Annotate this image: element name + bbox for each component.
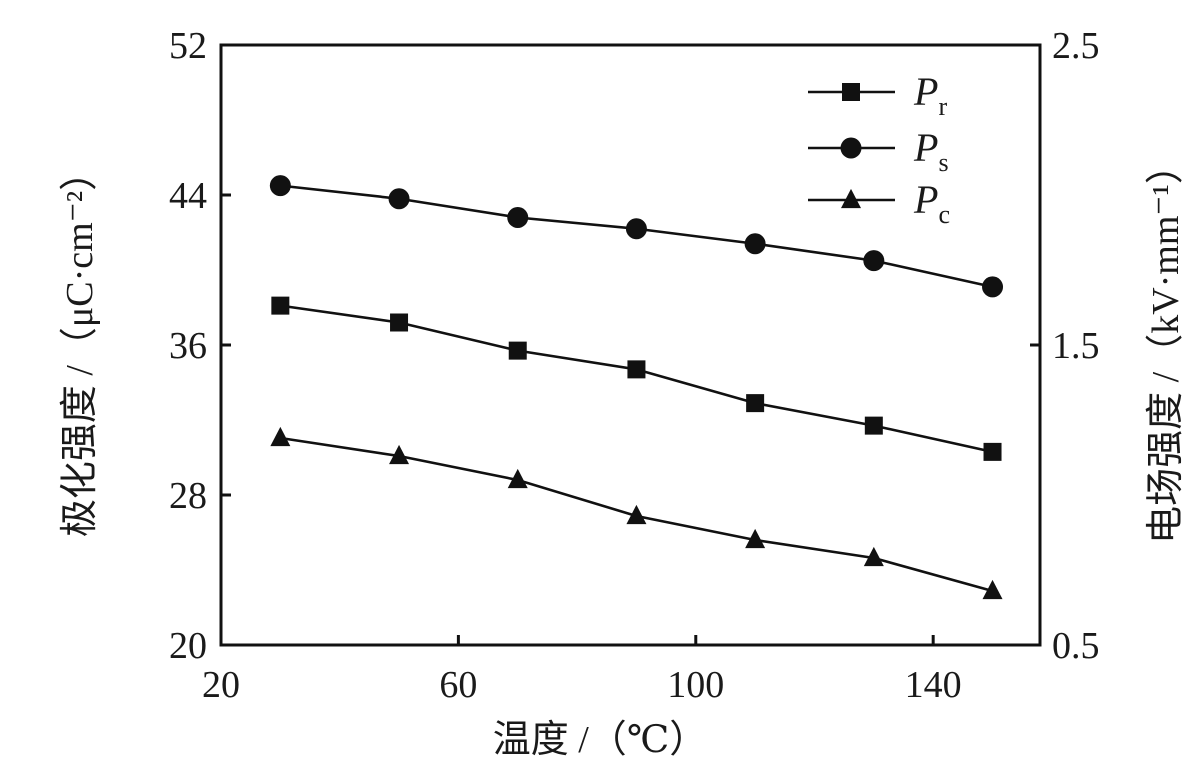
- data-point-circle: [388, 188, 410, 210]
- data-point-triangle: [389, 444, 410, 465]
- x-tick-label: 60: [439, 664, 477, 706]
- legend-item: Ps: [808, 125, 949, 177]
- data-point-square: [864, 416, 883, 435]
- series-group: [269, 175, 1004, 600]
- y2-tick-label: 2.5: [1052, 25, 1100, 67]
- data-point-triangle: [982, 579, 1003, 600]
- data-point-square: [627, 360, 646, 379]
- legend-label-subscript: c: [938, 200, 950, 229]
- series-Ps: [269, 175, 1004, 298]
- data-point-circle: [744, 233, 766, 255]
- x-tick-label: 100: [667, 664, 724, 706]
- legend-label: Pc: [913, 177, 950, 229]
- data-point-triangle: [745, 528, 766, 549]
- series-Pr: [271, 296, 1002, 461]
- legend-label-symbol: P: [913, 177, 938, 222]
- data-point-circle: [982, 276, 1004, 298]
- data-point-triangle: [270, 426, 291, 447]
- y2-axis-label: 电场强度 /（kV·mm⁻¹）: [1145, 146, 1187, 544]
- y-tick-label: 28: [169, 475, 207, 517]
- y2-tick-label: 1.5: [1052, 325, 1100, 367]
- y2-tick-label: 0.5: [1052, 625, 1100, 667]
- legend-label: Pr: [913, 69, 947, 121]
- legend-item: Pr: [808, 69, 947, 121]
- data-point-square: [271, 296, 290, 315]
- x-tick-label: 140: [905, 664, 962, 706]
- data-point-triangle: [507, 468, 528, 489]
- data-point-circle: [863, 250, 885, 272]
- y-tick-label: 36: [169, 325, 207, 367]
- x-axis-label: 温度 /（℃）: [493, 719, 708, 761]
- y-tick-label: 44: [169, 175, 207, 217]
- y-axis-label: 极化强度 /（μC·cm⁻²）: [59, 153, 101, 537]
- legend-label: Ps: [913, 125, 949, 177]
- legend-label-symbol: P: [913, 125, 938, 170]
- y-tick-label: 52: [169, 25, 207, 67]
- series-line: [280, 304, 993, 454]
- axis-ticks: 20 28 36 44 52 0.5 1.5 2.5 20 60 100 140: [169, 25, 1100, 706]
- data-point-square: [983, 442, 1002, 461]
- data-point-triangle: [626, 504, 647, 525]
- legend-marker-square: [842, 83, 860, 101]
- legend-label-subscript: s: [938, 148, 948, 177]
- legend-marker-triangle: [841, 188, 861, 209]
- y-tick-label: 20: [169, 625, 207, 667]
- data-point-square: [390, 313, 409, 332]
- data-point-triangle: [863, 546, 884, 567]
- data-point-circle: [507, 207, 529, 228]
- data-point-square: [508, 341, 527, 360]
- legend-label-symbol: P: [913, 69, 938, 114]
- series-Pc: [270, 426, 1003, 600]
- legend-marker-circle: [840, 137, 862, 159]
- data-point-circle: [269, 175, 291, 197]
- legend-label-subscript: r: [938, 92, 947, 121]
- legend-item: Pc: [808, 177, 950, 229]
- data-point-square: [746, 394, 765, 413]
- x-tick-label: 20: [202, 664, 240, 706]
- data-point-circle: [625, 218, 647, 240]
